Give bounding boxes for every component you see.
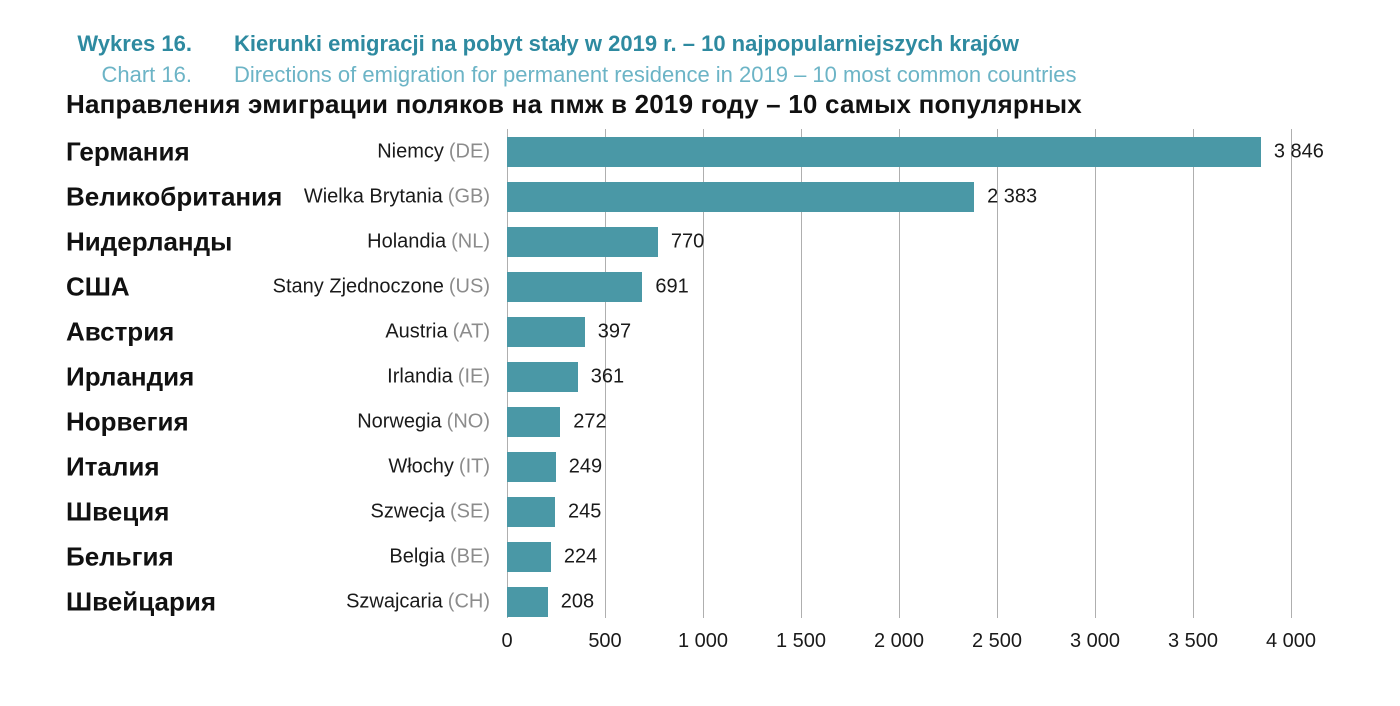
category-label-ru: Норвегия (66, 406, 189, 437)
bar (507, 542, 551, 572)
x-tick-label: 2 500 (971, 630, 1023, 652)
category-label-pl: Wielka Brytania (GB) (50, 186, 490, 209)
gridline (801, 129, 802, 618)
category-label-ru: Австрия (66, 316, 175, 347)
category-name-pl: Irlandia (387, 365, 453, 388)
category-label-pl: Norwegia (NO) (50, 411, 490, 434)
category-code-pl: (GB) (447, 185, 490, 208)
bar (507, 587, 548, 617)
category-label-ru: Нидерланды (66, 226, 233, 257)
category-label-pl: Włochy (IT) (50, 456, 490, 479)
category-label-ru: Бельгия (66, 541, 174, 572)
x-tick-label: 3 500 (1167, 630, 1219, 652)
chart-number-en: Chart 16. (101, 62, 193, 87)
category-code-pl: (AT) (452, 320, 490, 343)
category-label-ru: Швеция (66, 496, 170, 527)
category-code-pl: (SE) (450, 500, 490, 523)
category-name-pl: Niemcy (377, 140, 444, 163)
chart-title-en: Directions of emigration for permanent r… (234, 62, 1077, 87)
bar (507, 362, 578, 392)
gridline (1193, 129, 1194, 618)
chart-number-pl: Wykres 16. (77, 31, 192, 56)
category-name-pl: Austria (385, 320, 448, 343)
category-label-pl: Belgia (BE) (50, 546, 490, 569)
bar (507, 272, 643, 302)
value-label: 691 (655, 275, 689, 298)
chart-title-pl: Kierunki emigracji na pobyt stały w 2019… (234, 31, 1019, 56)
category-label-pl: Stany Zjednoczone (US) (50, 276, 490, 299)
category-code-pl: (NO) (446, 410, 490, 433)
category-label-pl: Austria (AT) (50, 321, 490, 344)
category-label-pl: Niemcy (DE) (50, 141, 490, 164)
x-tick-label: 500 (588, 630, 622, 652)
gridline (1291, 129, 1292, 618)
category-code-pl: (BE) (450, 545, 490, 568)
x-tick-label: 3 000 (1069, 630, 1121, 652)
x-tick-label: 4 000 (1265, 630, 1317, 652)
category-code-pl: (IT) (458, 455, 490, 478)
bar (507, 227, 658, 257)
value-label: 208 (560, 590, 595, 613)
bar (507, 137, 1261, 167)
value-label: 249 (568, 455, 603, 478)
category-name-pl: Norwegia (357, 410, 442, 433)
category-name-pl: Szwajcaria (346, 590, 443, 613)
bar (507, 407, 561, 437)
value-label: 3 846 (1273, 140, 1324, 163)
category-label-ru: Ирландия (66, 361, 195, 392)
category-label-pl: Szwajcaria (CH) (50, 591, 490, 614)
value-label: 224 (563, 545, 598, 568)
value-label: 770 (670, 230, 705, 253)
category-code-pl: (US) (448, 275, 490, 298)
category-label-pl: Holandia (NL) (50, 231, 490, 254)
value-label: 361 (590, 365, 625, 388)
bar (507, 452, 556, 482)
bar (507, 317, 585, 347)
category-name-pl: Holandia (367, 230, 447, 253)
x-tick-label: 2 000 (873, 630, 925, 652)
x-tick-label: 0 (501, 630, 513, 652)
gridline (605, 129, 606, 618)
category-name-pl: Szwecja (370, 500, 445, 523)
category-label-ru: Великобритания (66, 181, 283, 212)
category-label-ru: Германия (66, 136, 190, 167)
category-code-pl: (DE) (448, 140, 490, 163)
category-code-pl: (NL) (451, 230, 490, 253)
category-name-pl: Belgia (389, 545, 445, 568)
category-name-pl: Stany Zjednoczone (272, 275, 444, 298)
category-label-pl: Szwecja (SE) (50, 501, 490, 524)
gridline (997, 129, 998, 618)
gridline (899, 129, 900, 618)
chart-title-ru: Направления эмиграции поляков на пмж в 2… (66, 89, 1082, 119)
value-label: 245 (568, 500, 602, 523)
value-label: 397 (597, 320, 632, 343)
bar (507, 182, 975, 212)
category-label-ru: США (66, 271, 130, 302)
category-label-ru: Италия (66, 451, 160, 482)
category-name-pl: Wielka Brytania (303, 185, 443, 208)
category-code-pl: (CH) (447, 590, 490, 613)
gridline (1095, 129, 1096, 618)
value-label: 2 383 (987, 185, 1038, 208)
bar (507, 497, 556, 527)
category-label-pl: Irlandia (IE) (50, 366, 490, 389)
category-name-pl: Włochy (388, 455, 454, 478)
value-label: 272 (573, 410, 607, 433)
x-tick-label: 1 500 (775, 630, 827, 652)
category-label-ru: Швейцария (66, 586, 217, 617)
x-tick-label: 1 000 (677, 630, 729, 652)
gridline (703, 129, 704, 618)
category-code-pl: (IE) (457, 365, 490, 388)
